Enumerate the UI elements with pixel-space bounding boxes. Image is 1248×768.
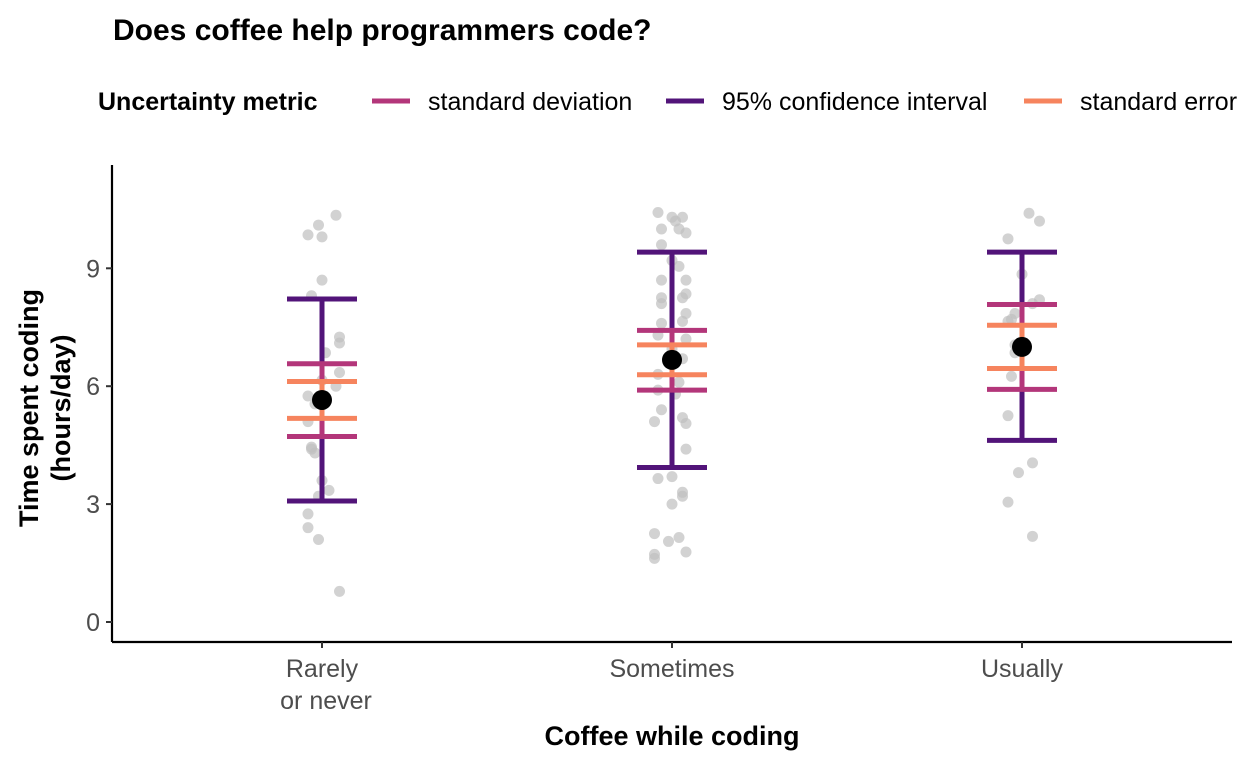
x-tick-label-0-1: or never <box>280 687 372 715</box>
raw-point-1-10 <box>656 274 667 286</box>
mean-points <box>312 336 1032 410</box>
raw-point-1-15 <box>656 298 667 310</box>
raw-point-1-6 <box>680 227 692 239</box>
y-tick-label-2: 6 <box>86 373 100 401</box>
raw-point-1-0 <box>652 206 664 218</box>
raw-point-0-23 <box>313 533 324 545</box>
legend: Uncertainty metric standard deviation 95%… <box>98 88 1237 116</box>
raw-point-1-31 <box>680 443 692 455</box>
raw-point-2-15 <box>1002 496 1014 508</box>
mean-point-0 <box>312 389 332 410</box>
raw-point-0-21 <box>302 508 314 520</box>
raw-points <box>302 206 1045 597</box>
legend-label-0: standard deviation <box>428 88 632 116</box>
y-axis-title-line-2: (hours/day) <box>46 334 76 481</box>
raw-point-2-13 <box>1027 457 1038 469</box>
raw-point-1-36 <box>666 498 678 510</box>
raw-point-2-14 <box>1013 467 1024 479</box>
raw-point-1-20 <box>680 333 692 345</box>
raw-point-0-24 <box>334 585 345 597</box>
raw-point-2-16 <box>1027 530 1038 542</box>
raw-point-1-33 <box>652 473 664 485</box>
raw-point-1-4 <box>656 223 667 235</box>
legend-label-1: 95% confidence interval <box>722 88 987 116</box>
y-axis-title: Time spent coding (hours/day) <box>14 289 76 527</box>
raw-point-1-24 <box>673 376 685 388</box>
axes: 0 3 6 9 Rarely or never Sometimes Usually <box>86 165 1232 715</box>
raw-point-0-4 <box>316 274 328 286</box>
raw-point-0-1 <box>313 219 324 231</box>
raw-point-0-17 <box>306 443 317 455</box>
raw-point-2-8 <box>1006 313 1017 325</box>
mean-point-2 <box>1012 336 1032 357</box>
raw-point-2-11 <box>1006 370 1017 382</box>
legend-label-2: standard error <box>1080 88 1237 116</box>
raw-point-2-0 <box>1023 207 1035 219</box>
raw-point-0-22 <box>302 522 314 534</box>
raw-point-1-29 <box>649 416 660 428</box>
raw-point-1-17 <box>677 315 688 327</box>
x-axis-title: Coffee while coding <box>544 721 799 751</box>
raw-point-2-2 <box>1002 233 1014 245</box>
raw-point-1-40 <box>680 546 692 558</box>
raw-point-1-7 <box>656 239 667 251</box>
x-tick-label-0-0: Rarely <box>286 655 359 683</box>
raw-point-1-35 <box>677 490 688 502</box>
x-tick-label-1-0: Sometimes <box>609 655 734 683</box>
mean-point-1 <box>662 349 682 370</box>
uncertainty-bars <box>287 249 1057 504</box>
y-tick-label-3: 9 <box>86 255 100 283</box>
x-tick-label-2-0: Usually <box>981 655 1063 683</box>
y-axis-title-line-1: Time spent coding <box>14 289 44 527</box>
raw-point-0-2 <box>302 229 314 241</box>
raw-point-0-12 <box>302 390 314 402</box>
raw-point-1-37 <box>649 528 660 540</box>
legend-title: Uncertainty metric <box>98 88 318 116</box>
raw-point-1-39 <box>663 535 674 547</box>
raw-point-0-3 <box>316 231 328 243</box>
raw-point-0-0 <box>330 209 342 221</box>
raw-point-1-11 <box>680 274 692 286</box>
raw-point-1-18 <box>656 317 667 329</box>
raw-point-1-38 <box>673 532 685 544</box>
raw-point-2-1 <box>1034 215 1045 227</box>
raw-point-0-9 <box>334 366 345 378</box>
raw-point-0-19 <box>323 484 335 496</box>
raw-point-1-32 <box>666 471 678 483</box>
y-tick-label-1: 3 <box>86 491 100 519</box>
raw-point-0-7 <box>334 337 345 349</box>
y-tick-label-0: 0 <box>86 609 100 637</box>
raw-point-1-27 <box>656 404 667 416</box>
raw-point-1-14 <box>677 292 688 304</box>
raw-point-1-30 <box>680 418 692 430</box>
raw-point-1-42 <box>649 552 660 564</box>
raw-point-1-9 <box>673 260 685 272</box>
chart-title: Does coffee help programmers code? <box>113 14 651 47</box>
raw-point-2-12 <box>1002 410 1014 422</box>
